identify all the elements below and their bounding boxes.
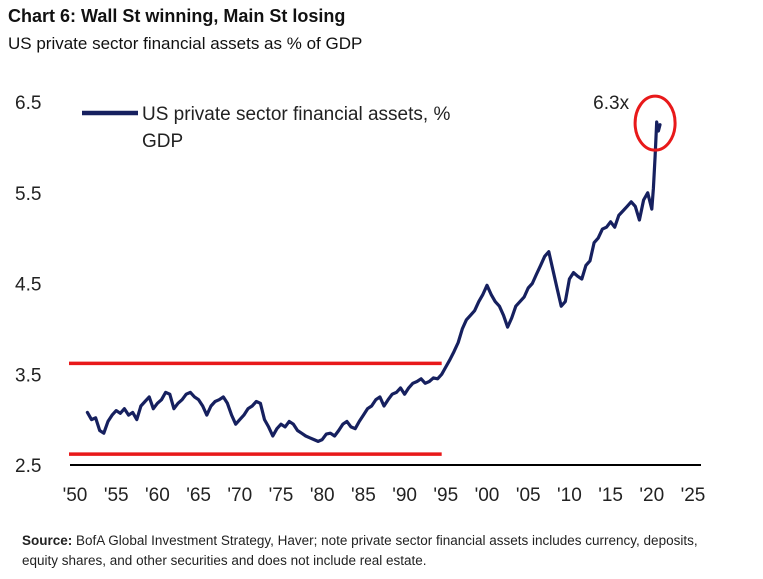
source-text: BofA Global Investment Strategy, Haver; …	[22, 533, 698, 568]
y-tick-label: 3.5	[15, 365, 41, 386]
y-tick-label: 5.5	[15, 184, 41, 205]
source-note: Source: BofA Global Investment Strategy,…	[22, 531, 722, 571]
x-tick-label: '95	[433, 485, 458, 506]
x-tick-label: '20	[639, 485, 664, 506]
source-label: Source:	[22, 533, 73, 548]
x-tick-label: '85	[351, 485, 376, 506]
x-tick-label: '70	[227, 485, 252, 506]
x-tick-label: '60	[145, 485, 170, 506]
x-tick-label: '00	[475, 485, 500, 506]
chart-subtitle: US private sector financial assets as % …	[8, 34, 363, 53]
annotation-label: 6.3x	[593, 93, 629, 114]
x-tick-label: '25	[681, 485, 706, 506]
chart-title: Chart 6: Wall St winning, Main St losing	[8, 6, 346, 26]
y-tick-label: 4.5	[15, 275, 41, 296]
legend-label: US private sector financial assets, % GDP	[142, 104, 450, 152]
y-tick-label: 6.5	[15, 93, 41, 114]
x-tick-label: '55	[104, 485, 129, 506]
x-tick-label: '75	[269, 485, 294, 506]
x-tick-label: '05	[516, 485, 541, 506]
x-tick-label: '10	[557, 485, 582, 506]
y-tick-label: 2.5	[15, 456, 41, 477]
highlight-circle	[633, 94, 677, 152]
series-line	[85, 120, 662, 443]
x-tick-label: '80	[310, 485, 335, 506]
x-tick-label: '15	[598, 485, 623, 506]
x-tick-label: '90	[392, 485, 417, 506]
x-tick-label: '50	[63, 485, 88, 506]
x-tick-label: '65	[186, 485, 211, 506]
